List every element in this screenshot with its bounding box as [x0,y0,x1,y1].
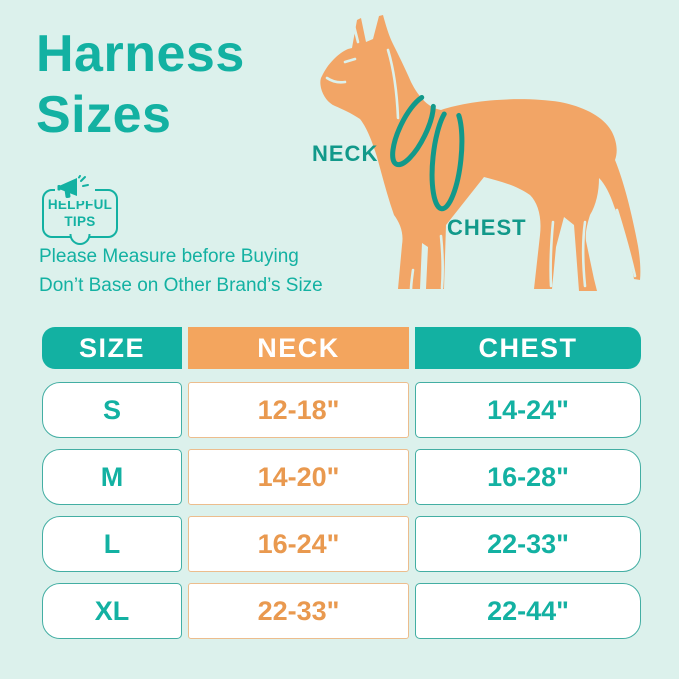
neck-ring [390,92,436,168]
table-header-row: SIZE NECK CHEST [42,327,641,369]
size-cell: S [42,382,182,438]
page-title-line1: Harness [36,25,245,83]
table-row: L 16-24" 22-33" [42,516,641,572]
measure-note-line1: Please Measure before Buying [39,246,299,267]
page-title: Harness Sizes [36,24,245,146]
measure-note-line2: Don’t Base on Other Brand’s Size [39,274,323,296]
measure-note: Please Measure before Buying Don’t Base … [39,243,323,300]
table-row: M 14-20" 16-28" [42,449,641,505]
chest-cell: 22-44" [415,583,641,639]
neck-diagram-label: NECK [312,141,379,166]
dog-accent-lines [325,24,637,292]
neck-cell: 12-18" [188,382,409,438]
header-size: SIZE [42,327,182,369]
size-table: SIZE NECK CHEST S 12-18" 14-24" M 14-20"… [42,327,641,639]
neck-cell: 16-24" [188,516,409,572]
size-cell: M [42,449,182,505]
dog-body [320,15,641,291]
header-neck: NECK [188,327,409,369]
table-row: XL 22-33" 22-44" [42,583,641,639]
chest-diagram-label: CHEST [447,215,527,240]
helpful-tips-badge: HELPFUL TIPS [42,175,118,245]
harness-rings [390,92,465,212]
chest-ring [429,104,465,212]
neck-cell: 22-33" [188,583,409,639]
chest-cell: 16-28" [415,449,641,505]
tips-badge-line2: TIPS [64,213,96,229]
dog-illustration [295,8,675,308]
header-chest: CHEST [415,327,641,369]
size-cell: L [42,516,182,572]
chest-cell: 14-24" [415,382,641,438]
size-cell: XL [42,583,182,639]
megaphone-icon [55,175,95,201]
chest-cell: 22-33" [415,516,641,572]
page-title-line2: Sizes [36,85,172,144]
neck-cell: 14-20" [188,449,409,505]
table-row: S 12-18" 14-24" [42,382,641,438]
